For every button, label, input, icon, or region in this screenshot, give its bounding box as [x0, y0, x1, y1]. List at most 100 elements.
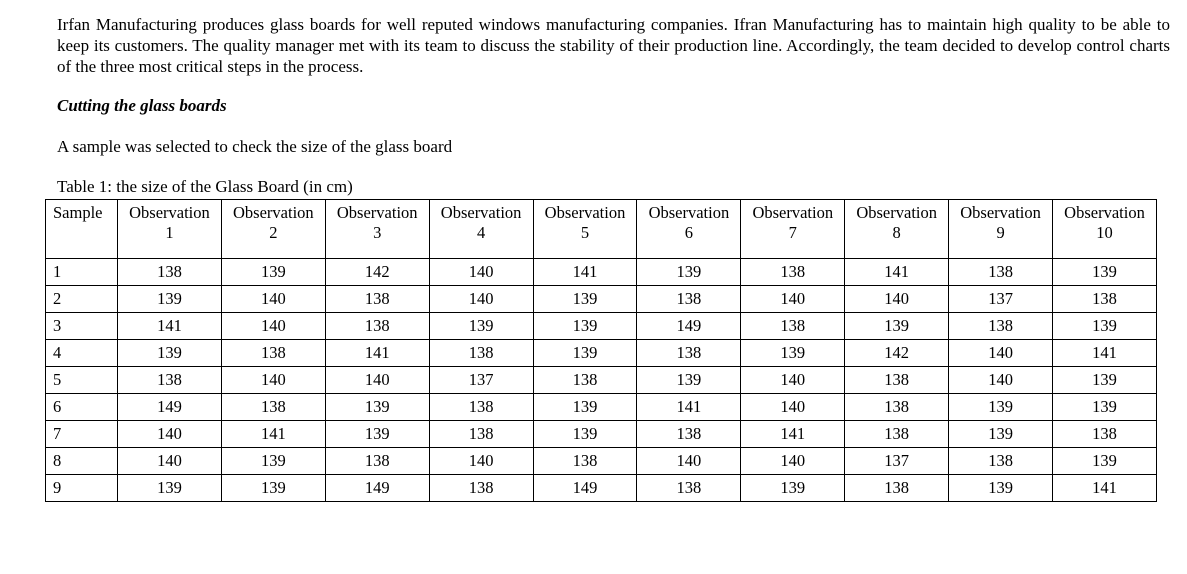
- column-header: Observation 10: [1052, 199, 1157, 259]
- observation-cell: 138: [532, 366, 638, 394]
- observation-cell: 139: [532, 312, 638, 340]
- column-header: Observation 3: [324, 199, 430, 259]
- observation-cell: 142: [324, 258, 430, 286]
- observation-cell: 139: [636, 366, 742, 394]
- observation-cell: 138: [948, 312, 1054, 340]
- observation-cell: 139: [740, 474, 846, 502]
- sample-cell: 9: [45, 474, 118, 502]
- observation-cell: 140: [948, 366, 1054, 394]
- table-row: 8 140 139 138 140 138 140 140 137 138 139: [45, 447, 1157, 475]
- observation-cell: 149: [324, 474, 430, 502]
- observation-cell: 138: [844, 366, 950, 394]
- observation-cell: 139: [532, 285, 638, 313]
- observation-cell: 140: [324, 366, 430, 394]
- observation-cell: 141: [220, 420, 326, 448]
- observation-cell: 138: [948, 447, 1054, 475]
- observation-cell: 138: [428, 393, 534, 421]
- observation-cell: 138: [324, 447, 430, 475]
- observation-cell: 139: [948, 393, 1054, 421]
- table-row: 1 138 139 142 140 141 139 138 141 138 139: [45, 258, 1157, 286]
- observation-cell: 138: [948, 258, 1054, 286]
- observation-cell: 149: [636, 312, 742, 340]
- observation-cell: 141: [532, 258, 638, 286]
- observation-cell: 139: [1052, 447, 1157, 475]
- observation-cell: 137: [428, 366, 534, 394]
- column-header: Observation 6: [636, 199, 742, 259]
- table-row: 5 138 140 140 137 138 139 140 138 140 139: [45, 366, 1157, 394]
- table-row: 3 141 140 138 139 139 149 138 139 138 139: [45, 312, 1157, 340]
- observation-cell: 138: [117, 258, 222, 286]
- observation-cell: 138: [324, 285, 430, 313]
- observation-cell: 138: [1052, 420, 1157, 448]
- observation-cell: 139: [740, 339, 846, 367]
- table-caption: Table 1: the size of the Glass Board (in…: [57, 177, 353, 196]
- observation-cell: 139: [220, 447, 326, 475]
- observation-cell: 140: [220, 312, 326, 340]
- observation-cell: 139: [1052, 312, 1157, 340]
- sample-cell: 4: [45, 339, 118, 367]
- observation-cell: 140: [740, 447, 846, 475]
- observation-cell: 138: [844, 420, 950, 448]
- column-header: Sample: [45, 199, 118, 259]
- observation-cell: 140: [428, 285, 534, 313]
- observation-cell: 141: [324, 339, 430, 367]
- sample-cell: 7: [45, 420, 118, 448]
- table-body: 1 138 139 142 140 141 139 138 141 138 139 2 139 140 13…: [45, 258, 1157, 502]
- observation-cell: 140: [636, 447, 742, 475]
- table-row: 9 139 139 149 138 149 138 139 138 139 141: [45, 474, 1157, 502]
- observation-cell: 139: [636, 258, 742, 286]
- observation-cell: 139: [1052, 258, 1157, 286]
- table-row: 7 140 141 139 138 139 138 141 138 139 138: [45, 420, 1157, 448]
- observation-cell: 139: [532, 339, 638, 367]
- observation-cell: 138: [636, 339, 742, 367]
- observation-cell: 138: [1052, 285, 1157, 313]
- observation-cell: 140: [740, 393, 846, 421]
- observation-cell: 139: [117, 285, 222, 313]
- observation-cell: 138: [636, 420, 742, 448]
- intro-paragraph: Irfan Manufacturing produces glass board…: [57, 15, 1170, 76]
- sample-cell: 6: [45, 393, 118, 421]
- observation-cell: 140: [948, 339, 1054, 367]
- observation-cell: 141: [1052, 339, 1157, 367]
- observation-cell: 140: [117, 447, 222, 475]
- observation-cell: 141: [844, 258, 950, 286]
- section-heading: Cutting the glass boards: [57, 96, 227, 115]
- observation-cell: 139: [1052, 393, 1157, 421]
- observation-cell: 139: [1052, 366, 1157, 394]
- observation-cell: 138: [220, 393, 326, 421]
- observation-cell: 138: [844, 474, 950, 502]
- observation-cell: 140: [740, 366, 846, 394]
- table-row: 2 139 140 138 140 139 138 140 140 137 138: [45, 285, 1157, 313]
- observation-cell: 141: [117, 312, 222, 340]
- observation-cell: 138: [740, 258, 846, 286]
- table-header-row: Sample Observation 1 Observation 2 Observatio…: [45, 199, 1157, 259]
- observation-cell: 139: [324, 393, 430, 421]
- observation-cell: 139: [117, 474, 222, 502]
- observation-cell: 149: [532, 474, 638, 502]
- observation-cell: 139: [532, 420, 638, 448]
- observation-cell: 138: [428, 420, 534, 448]
- observation-cell: 137: [948, 285, 1054, 313]
- observation-cell: 139: [220, 258, 326, 286]
- observation-cell: 138: [532, 447, 638, 475]
- observation-cell: 139: [948, 420, 1054, 448]
- observation-cell: 141: [740, 420, 846, 448]
- observation-cell: 142: [844, 339, 950, 367]
- column-header: Observation 8: [844, 199, 950, 259]
- observation-cell: 141: [636, 393, 742, 421]
- observation-cell: 138: [636, 474, 742, 502]
- observation-cell: 140: [844, 285, 950, 313]
- column-header: Observation 4: [428, 199, 534, 259]
- column-header: Observation 2: [220, 199, 326, 259]
- observation-cell: 138: [220, 339, 326, 367]
- observation-cell: 138: [844, 393, 950, 421]
- observation-cell: 140: [428, 258, 534, 286]
- sample-sentence: A sample was selected to check the size …: [57, 137, 453, 156]
- observation-cell: 138: [428, 474, 534, 502]
- column-header: Observation 7: [740, 199, 846, 259]
- observation-cell: 138: [117, 366, 222, 394]
- observation-cell: 139: [948, 474, 1054, 502]
- observation-cell: 139: [117, 339, 222, 367]
- observations-table: Sample Observation 1 Observation 2 Observatio…: [45, 199, 1157, 502]
- column-header: Observation 9: [948, 199, 1054, 259]
